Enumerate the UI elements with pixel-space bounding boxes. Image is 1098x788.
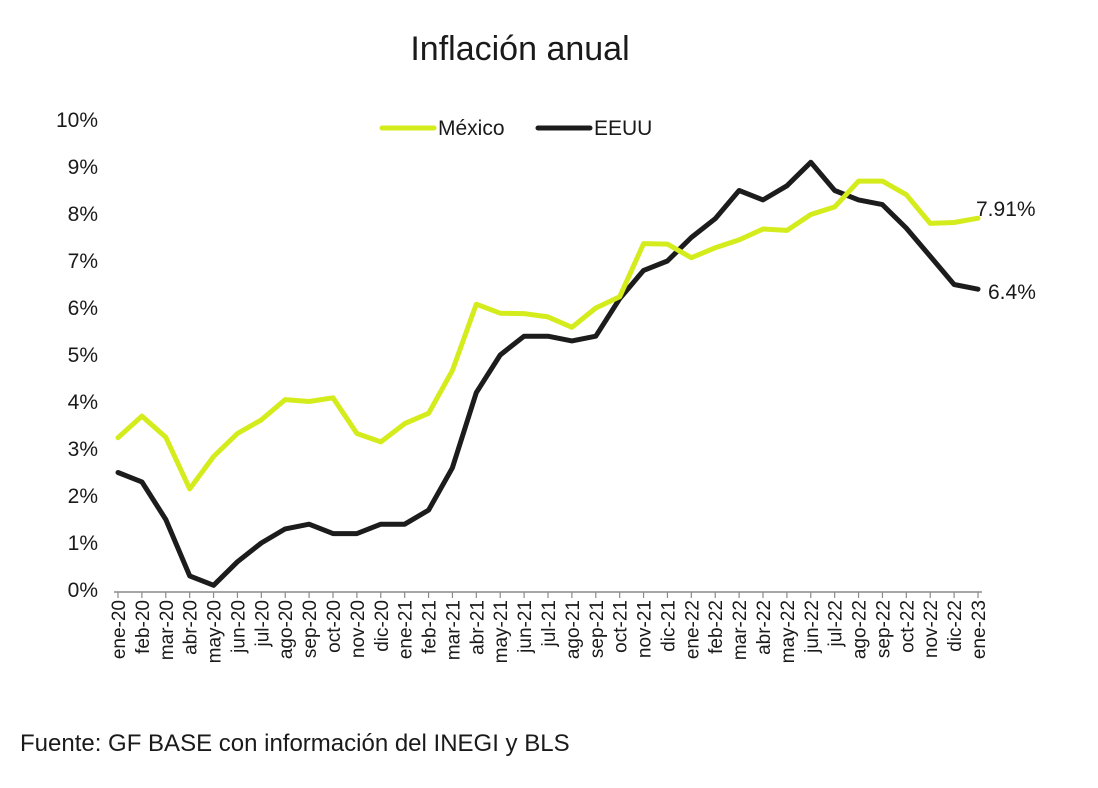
- y-axis: 0% 1% 2% 3% 4% 5% 6% 7% 8% 9% 10%: [56, 109, 98, 602]
- x-tick-label: dic-22: [945, 600, 966, 652]
- series-line-mexico: [115, 178, 981, 492]
- x-tick-label: abr-22: [754, 600, 775, 655]
- y-tick-label: 0%: [68, 579, 98, 602]
- legend-label: México: [438, 117, 505, 140]
- x-tick-label: mar-20: [157, 600, 178, 660]
- x-tick-label: ene-20: [109, 600, 130, 659]
- x-tick-label: sep-20: [300, 600, 321, 658]
- x-tick-label: ago-21: [563, 600, 584, 659]
- y-tick-label: 8%: [68, 203, 98, 226]
- x-tick-label: jul-22: [826, 600, 847, 647]
- x-tick-label: feb-21: [420, 600, 441, 654]
- x-tick-label: may-22: [778, 600, 799, 663]
- end-labels: 7.91% 6.4%: [976, 198, 1036, 304]
- x-tick-label: ago-22: [850, 600, 871, 659]
- legend-label: EEUU: [594, 117, 652, 140]
- x-axis: ene-20 feb-20 mar-20 abr-20 may-20 jun-20 jul-…: [109, 591, 990, 663]
- x-tick-label: oct-21: [611, 600, 632, 653]
- x-tick-label: dic-21: [658, 600, 679, 652]
- x-tick-label: oct-20: [324, 600, 345, 653]
- x-tick-label: mar-22: [730, 600, 751, 660]
- x-tick-label: jul-20: [252, 600, 273, 647]
- x-tick-label: nov-22: [921, 600, 942, 658]
- x-tick-label: jul-21: [539, 600, 560, 647]
- y-tick-label: 10%: [56, 109, 98, 132]
- series-layer: [115, 159, 981, 588]
- x-tick-label: sep-22: [873, 600, 894, 658]
- x-tick-label: feb-20: [133, 600, 154, 654]
- x-tick-label: may-20: [205, 600, 226, 663]
- x-tick-label: jun-22: [802, 600, 823, 654]
- x-tick-label: feb-22: [706, 600, 727, 654]
- end-label-mexico: 7.91%: [976, 198, 1036, 221]
- y-tick-label: 2%: [68, 485, 98, 508]
- x-tick-label: nov-20: [348, 600, 369, 658]
- x-tick-label: jun-20: [228, 600, 249, 654]
- y-tick-label: 6%: [68, 297, 98, 320]
- x-tick-label: abr-20: [181, 600, 202, 655]
- chart-title: Inflación anual: [410, 30, 630, 68]
- source-note: Fuente: GF BASE con información del INEG…: [20, 730, 570, 757]
- x-tick-label: ene-21: [396, 600, 417, 659]
- x-tick-label: ene-23: [969, 600, 990, 659]
- x-tick-label: abr-21: [467, 600, 488, 655]
- x-tick-label: dic-20: [372, 600, 393, 652]
- legend: México EEUU: [379, 117, 652, 140]
- y-tick-label: 5%: [68, 344, 98, 367]
- x-tick-label: sep-21: [587, 600, 608, 658]
- x-tick-label: oct-22: [897, 600, 918, 653]
- x-tick-label: nov-21: [635, 600, 656, 658]
- y-tick-label: 3%: [68, 438, 98, 461]
- x-tick-label: ene-22: [682, 600, 703, 659]
- y-tick-label: 4%: [68, 391, 98, 414]
- y-tick-label: 9%: [68, 156, 98, 179]
- y-tick-label: 1%: [68, 532, 98, 555]
- end-label-eeuu: 6.4%: [988, 281, 1036, 304]
- x-tick-label: jun-21: [515, 600, 536, 654]
- series-line-eeuu: [115, 159, 981, 588]
- x-tick-label: mar-21: [443, 600, 464, 660]
- x-tick-label: may-21: [491, 600, 512, 663]
- y-tick-label: 7%: [68, 250, 98, 273]
- x-tick-label: ago-20: [276, 600, 297, 659]
